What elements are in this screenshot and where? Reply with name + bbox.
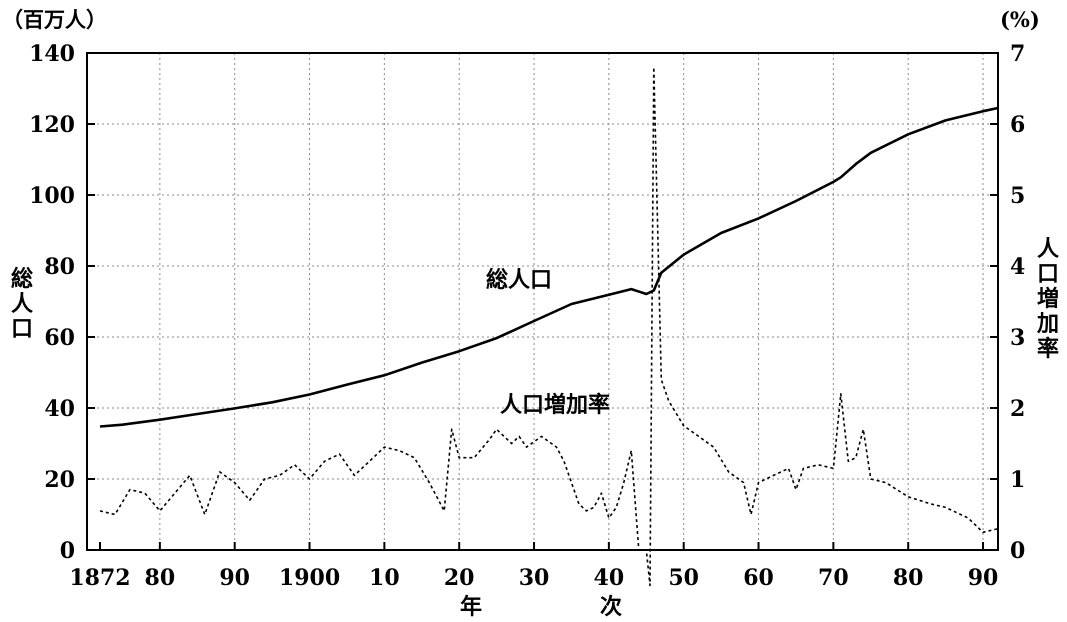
x-tick-label: 20 [444,565,475,591]
growth-rate-label: 人口増加率 [500,392,610,418]
x-tick-label: 50 [668,565,699,591]
left-unit-label: （百万人） [2,7,107,32]
tick-layer: 1872 80 90 1900 10 20 30 40 50 60 70 80 900 020 140 260… [29,41,1025,591]
left-axis-label-char-1: 総 [11,266,33,292]
total-population-line [99,106,999,428]
y-right-tick-label: 3 [1010,325,1025,351]
right-axis-label-char-5: 率 [1037,336,1059,362]
right-axis-label-char-3: 増 [1037,286,1059,312]
y-left-tick-label: 20 [44,467,75,493]
right-axis-label-char-2: 口 [1037,261,1059,287]
right-unit-label: (%) [1000,7,1040,32]
grid-layer [87,53,998,550]
y-right-tick-label: 0 [1010,538,1025,564]
x-axis-label-year: 年 [460,594,482,620]
x-tick-label: 90 [968,565,999,591]
x-tick-label: 1872 [69,565,130,591]
y-right-tick-label: 5 [1010,183,1025,209]
x-tick-label: 80 [893,565,924,591]
y-right-tick-label: 2 [1010,396,1025,422]
x-tick-label: 90 [219,565,250,591]
x-tick-label: 80 [145,565,176,591]
x-tick-label: 10 [369,565,400,591]
right-axis-label-char-4: 加 [1036,311,1059,337]
growth-rate-line [99,66,999,587]
y-left-tick-label: 100 [29,183,75,209]
y-left-tick-label: 60 [44,325,75,351]
y-left-tick-label: 40 [44,396,75,422]
x-tick-label: 1900 [279,565,340,591]
total-population-label: 総人口 [486,267,552,293]
x-tick-label: 60 [743,565,774,591]
left-axis-label-char-3: 口 [11,316,33,342]
y-right-tick-label: 6 [1010,112,1025,138]
x-axis-label-order: 次 [600,594,622,620]
y-left-tick-label: 120 [29,112,75,138]
y-right-tick-label: 4 [1010,254,1025,280]
x-tick-label: 40 [594,565,625,591]
y-right-tick-label: 7 [1010,41,1025,67]
series-layer [99,66,999,587]
left-axis-label-char-2: 人 [11,291,33,317]
x-tick-label: 30 [519,565,550,591]
y-right-tick-label: 1 [1010,467,1025,493]
right-axis-label-char-1: 人 [1037,236,1059,262]
y-left-tick-label: 140 [29,41,75,67]
y-left-tick-label: 0 [60,538,75,564]
y-left-tick-label: 80 [44,254,75,280]
plot-frame [86,52,999,551]
x-tick-label: 70 [818,565,849,591]
